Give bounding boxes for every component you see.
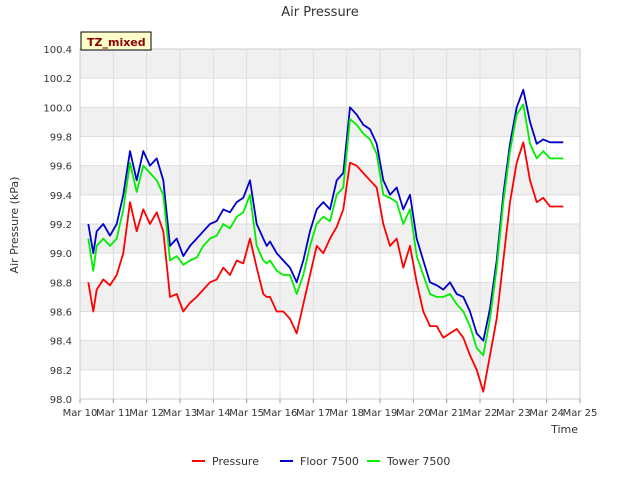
x-tick-label: Mar 22 [463,408,498,419]
series-line-pressure [87,141,564,393]
y-tick-label: 98.8 [50,278,72,289]
x-tick-label: Mar 16 [263,408,298,419]
x-tick-label: Mar 10 [63,408,98,419]
x-axis-label: Time [550,423,578,436]
legend: Pressure Floor 7500 Tower 7500 [192,455,450,468]
chart-title: Air Pressure [281,5,359,20]
y-axis-label: Air Pressure (kPa) [8,177,21,274]
y-tick-label: 99.8 [50,133,72,144]
y-tick-label: 98.2 [50,366,72,377]
y-tick-label: 98.0 [50,395,72,406]
legend-label: Tower 7500 [386,455,450,468]
x-tick-label: Mar 12 [129,408,164,419]
annotation-label: TZ_mixed [87,36,146,49]
y-tick-label: 99.2 [50,220,72,231]
x-tick-label: Mar 18 [329,408,364,419]
x-tick-label: Mar 24 [529,408,564,419]
grid-band [80,49,580,79]
legend-label: Pressure [212,455,259,468]
annotation-box-rect [80,31,152,51]
x-tick-label: Mar 21 [429,408,464,419]
series-line-floor-7500 [87,88,564,342]
grid-band [80,340,580,370]
grid-band [80,282,580,312]
x-tick-label: Mar 15 [229,408,264,419]
y-tick-labels: 98.0 98.2 98.4 98.6 98.8 99.0 99.2 99.4 99.6 99.8… [43,45,72,406]
background-bands [80,49,580,370]
y-tick-label: 98.6 [50,308,72,319]
series-lines [87,88,564,393]
x-tick-label: Mar 14 [196,408,231,419]
y-tick-label: 99.4 [50,191,72,202]
y-tick-label: 99.6 [50,162,72,173]
x-tick-label: Mar 23 [496,408,531,419]
y-tick-label: 99.0 [50,249,72,260]
y-tick-label: 100.0 [43,103,72,114]
y-tick-label: 100.4 [43,45,72,56]
plot-frame [79,48,581,400]
legend-label: Floor 7500 [300,455,359,468]
x-tick-label: Mar 13 [163,408,198,419]
grid-band [80,107,580,137]
x-tick-label: Mar 20 [396,408,431,419]
x-tick-label: Mar 25 [563,408,598,419]
x-tick-label: Mar 19 [363,408,398,419]
y-tick-label: 100.2 [43,74,72,85]
x-tick-label: Mar 11 [96,408,131,419]
annotation-box: TZ_mixed [80,31,152,51]
x-tick-label: Mar 17 [296,408,331,419]
series-line-tower-7500 [87,103,564,357]
y-tick-label: 98.4 [50,337,72,348]
